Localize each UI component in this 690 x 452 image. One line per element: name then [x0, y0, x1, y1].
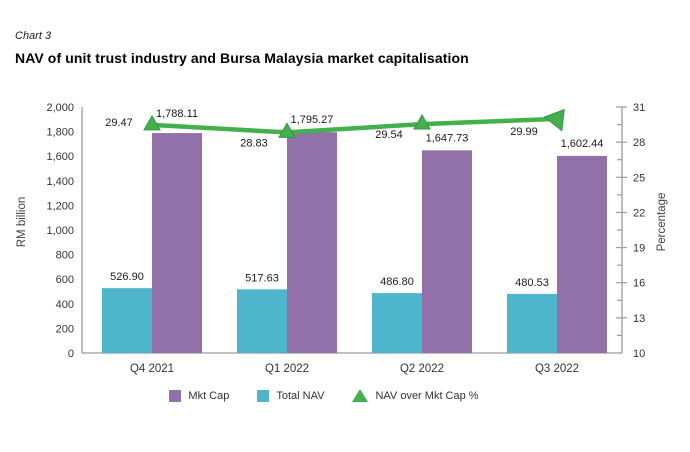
line-arrowhead-marker-icon: [543, 108, 565, 132]
bar-mkt-cap-1: [152, 133, 202, 353]
value-label-mkt-cap-2: 1,795.27: [291, 114, 334, 126]
line-triangle-marker-icon-3: [413, 113, 431, 130]
chart-number: Chart 3: [15, 30, 52, 42]
bar-total-nav-1: [102, 288, 152, 353]
bar-mkt-cap-4: [557, 155, 607, 353]
y-axis-left-tick-label: 1,200: [46, 200, 74, 212]
bar-mkt-cap-2: [287, 132, 337, 353]
value-label-mkt-cap-3: 1,647.73: [426, 132, 469, 144]
legend-label-mkt-cap: Mkt Cap: [188, 389, 230, 402]
x-axis-category-label: Q3 2022: [535, 363, 579, 375]
value-label-total-nav-3: 486.80: [380, 276, 414, 288]
value-label-pct-1: 29.47: [105, 117, 133, 129]
y-axis-left-tick-label: 1,800: [46, 127, 74, 139]
bar-total-nav-4: [507, 293, 557, 353]
y-axis-right-title: Percentage: [656, 193, 668, 252]
nav-over-mkt-cap-line: [151, 116, 558, 135]
value-label-total-nav-2: 517.63: [245, 272, 279, 284]
y-axis-left-tick-label: 400: [56, 299, 74, 311]
y-axis-right-tick-label: 25: [633, 172, 645, 184]
line-triangle-marker-icon-1: [143, 114, 161, 131]
y-axis-right-tick-label: 13: [633, 313, 645, 325]
legend-swatch-total-nav-icon: [257, 389, 270, 402]
legend-item-total-nav: Total NAV: [257, 389, 325, 402]
value-label-mkt-cap-4: 1,602.44: [561, 138, 604, 150]
y-axis-right-tick-label: 10: [633, 348, 645, 360]
y-axis-right-tick-label: 22: [633, 207, 645, 219]
y-axis-right-tick-label: 16: [633, 278, 645, 290]
legend-swatch-mkt-cap-icon: [169, 389, 182, 402]
value-label-pct-2: 28.83: [240, 137, 268, 149]
legend: Mkt Cap Total NAV NAV over Mkt Cap %: [0, 389, 648, 402]
y-axis-right-tick-label: 19: [633, 243, 645, 255]
y-axis-left-tick-label: 800: [56, 250, 74, 262]
chart-title: NAV of unit trust industry and Bursa Mal…: [15, 50, 469, 66]
y-axis-right-tick-label: 31: [633, 102, 645, 114]
y-axis-left-tick-label: 0: [68, 348, 74, 360]
legend-item-nav-over-mkt-cap: NAV over Mkt Cap %: [352, 389, 479, 402]
x-axis-category-label: Q1 2022: [265, 363, 309, 375]
bar-total-nav-3: [372, 293, 422, 353]
y-axis-left-tick-label: 1,400: [46, 176, 74, 188]
line-triangle-marker-icon-2: [278, 122, 296, 138]
value-label-mkt-cap-1: 1,788.11: [156, 108, 198, 120]
bar-mkt-cap-3: [422, 150, 472, 353]
bar-total-nav-2: [237, 289, 287, 353]
y-axis-right-tick-label: 28: [633, 137, 645, 149]
y-axis-left-tick-label: 1,000: [46, 225, 74, 237]
value-label-total-nav-1: 526.90: [110, 271, 144, 283]
x-axis-category-label: Q2 2022: [400, 363, 444, 375]
y-axis-left-tick-label: 2,000: [46, 102, 74, 114]
y-axis-left-tick-label: 1,600: [46, 151, 74, 163]
legend-swatch-triangle-icon: [352, 389, 369, 402]
value-label-pct-3: 29.54: [375, 129, 403, 141]
legend-label-total-nav: Total NAV: [276, 389, 325, 402]
y-axis-left-tick-label: 600: [56, 274, 74, 286]
y-axis-left-title: RM billion: [16, 197, 28, 248]
value-label-total-nav-4: 480.53: [515, 277, 549, 289]
legend-label-nav-over-mkt-cap: NAV over Mkt Cap %: [375, 389, 479, 402]
legend-item-mkt-cap: Mkt Cap: [169, 389, 230, 402]
y-axis-left-tick-label: 200: [56, 323, 74, 335]
x-axis-category-label: Q4 2021: [130, 363, 174, 375]
value-label-pct-4: 29.99: [510, 126, 538, 138]
